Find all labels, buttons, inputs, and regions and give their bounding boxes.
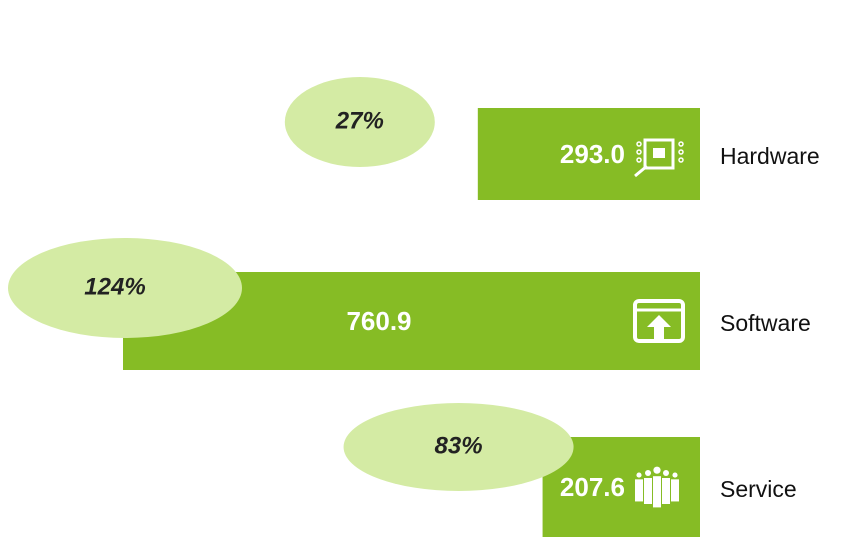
icon-part	[653, 148, 665, 158]
icon	[634, 138, 684, 178]
growth-bubble	[8, 238, 242, 338]
value-label: 293.0	[560, 139, 625, 169]
icon-part	[662, 478, 670, 504]
icon	[633, 299, 685, 343]
value-label: 760.9	[346, 306, 411, 336]
icon-part	[653, 466, 661, 474]
icon-part	[678, 149, 684, 155]
icon-part	[635, 479, 643, 502]
icon-part	[645, 470, 651, 476]
icon-part	[636, 157, 642, 163]
growth-label: 83%	[435, 432, 483, 459]
value-label: 207.6	[560, 472, 625, 502]
category-label: Hardware	[720, 143, 820, 169]
growth-label: 27%	[335, 107, 384, 134]
category-label: Service	[720, 476, 797, 502]
growth-bubble	[343, 403, 574, 491]
growth-label: 124%	[84, 273, 145, 300]
icon-part	[671, 479, 679, 502]
icon-part	[653, 476, 661, 508]
icon	[635, 466, 679, 508]
icon-part	[647, 315, 671, 341]
icon-part	[663, 470, 669, 476]
icon-part	[678, 157, 684, 163]
icon-part	[644, 478, 652, 504]
growth-bubble	[284, 77, 435, 167]
icon-part	[636, 149, 642, 155]
icon-part	[636, 141, 642, 147]
icon-part	[634, 164, 648, 178]
icon-part	[643, 138, 675, 170]
category-label: Software	[720, 310, 811, 336]
icon-part	[678, 141, 684, 147]
icon-part	[672, 472, 678, 478]
icon-part	[636, 472, 642, 478]
